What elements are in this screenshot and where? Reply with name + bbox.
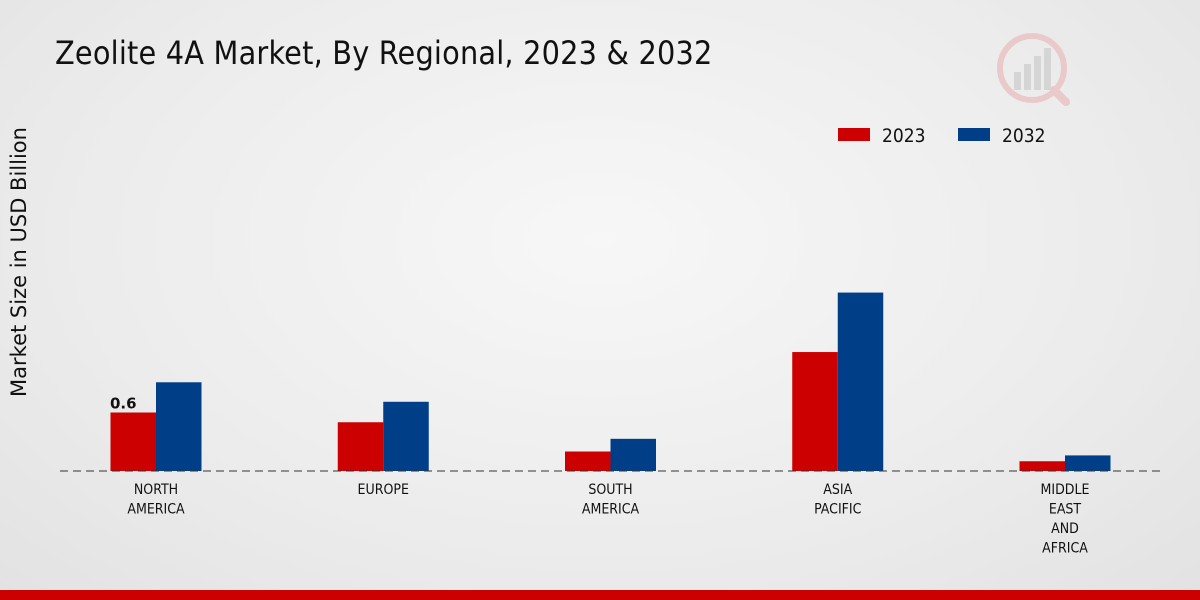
x-tick-label-0: NORTH AMERICA — [127, 482, 185, 518]
bar-2032-2 — [610, 438, 656, 471]
legend-swatch-2023 — [838, 128, 870, 141]
bar-2032-1 — [383, 401, 429, 471]
x-tick-label-2: SOUTH AMERICA — [582, 482, 640, 518]
logo-icon — [997, 33, 1070, 106]
bar-2032-4 — [1065, 455, 1111, 471]
legend-label-2023: 2023 — [882, 125, 926, 147]
chart-title: Zeolite 4A Market, By Regional, 2023 & 2… — [55, 34, 713, 72]
legend-label-2032: 2032 — [1002, 125, 1046, 147]
bar-2023-3 — [792, 352, 838, 471]
x-tick-label-4: MIDDLE EAST AND AFRICA — [1041, 482, 1090, 557]
x-tick-label-1: EUROPE — [358, 482, 409, 498]
bar-2032-3 — [837, 292, 884, 471]
bar-2023-0 — [110, 412, 156, 471]
bar-2032-0 — [156, 382, 202, 471]
bar-2023-1 — [337, 422, 384, 471]
data-label-0: 0.6 — [110, 395, 137, 413]
x-tick-label-3: ASIA PACIFIC — [814, 482, 862, 518]
bottom-accent-bar — [0, 590, 1200, 600]
y-axis-label: Market Size in USD Billion — [7, 127, 31, 397]
bar-2023-2 — [565, 451, 611, 471]
legend: 2023 2032 — [838, 125, 1046, 147]
bar-2023-4 — [1019, 461, 1065, 471]
legend-swatch-2032 — [958, 128, 990, 141]
